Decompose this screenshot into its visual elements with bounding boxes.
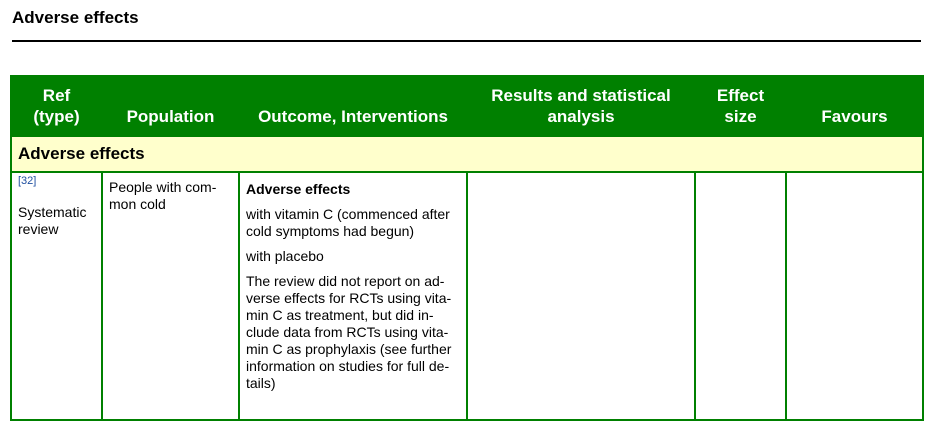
study-type-line-2: review	[18, 221, 59, 237]
table-header-row: Ref (type) Population Outcome, Intervent…	[10, 75, 924, 137]
title-divider	[12, 40, 921, 42]
comparator-text: with placebo	[246, 248, 324, 264]
table-subheading-row: Adverse effects	[10, 135, 924, 173]
cell-ref-type: [32] Systematic review	[10, 171, 103, 421]
cell-effect-size	[694, 171, 787, 421]
outcome-note: The review did not report on ad-verse ef…	[246, 273, 452, 391]
outcome-heading: Adverse effects	[246, 181, 351, 197]
subheading-adverse-effects: Adverse effects	[10, 135, 924, 173]
cell-results	[466, 171, 696, 421]
header-outcome-interventions: Outcome, Interventions	[238, 75, 468, 137]
header-population: Population	[101, 75, 240, 137]
cell-favours	[785, 171, 924, 421]
reference-link[interactable]: [32]	[18, 175, 37, 187]
header-results-analysis: Results and statistical analysis	[466, 75, 696, 137]
cell-population: People with com-mon cold	[101, 171, 240, 421]
intervention-text: with vitamin C (commenced after cold sym…	[246, 206, 450, 239]
header-ref-type: Ref (type)	[10, 75, 103, 137]
population-text: People with com-mon cold	[109, 179, 217, 212]
cell-outcome-interventions: Adverse effects with vitamin C (commence…	[238, 171, 468, 421]
header-effect-size: Effect size	[694, 75, 787, 137]
section-title: Adverse effects	[12, 8, 139, 27]
study-type-line-1: Systematic	[18, 204, 87, 220]
table-row: [32] Systematic review People with com-m…	[10, 171, 924, 421]
evidence-table: Ref (type) Population Outcome, Intervent…	[10, 75, 924, 421]
header-favours: Favours	[785, 75, 924, 137]
